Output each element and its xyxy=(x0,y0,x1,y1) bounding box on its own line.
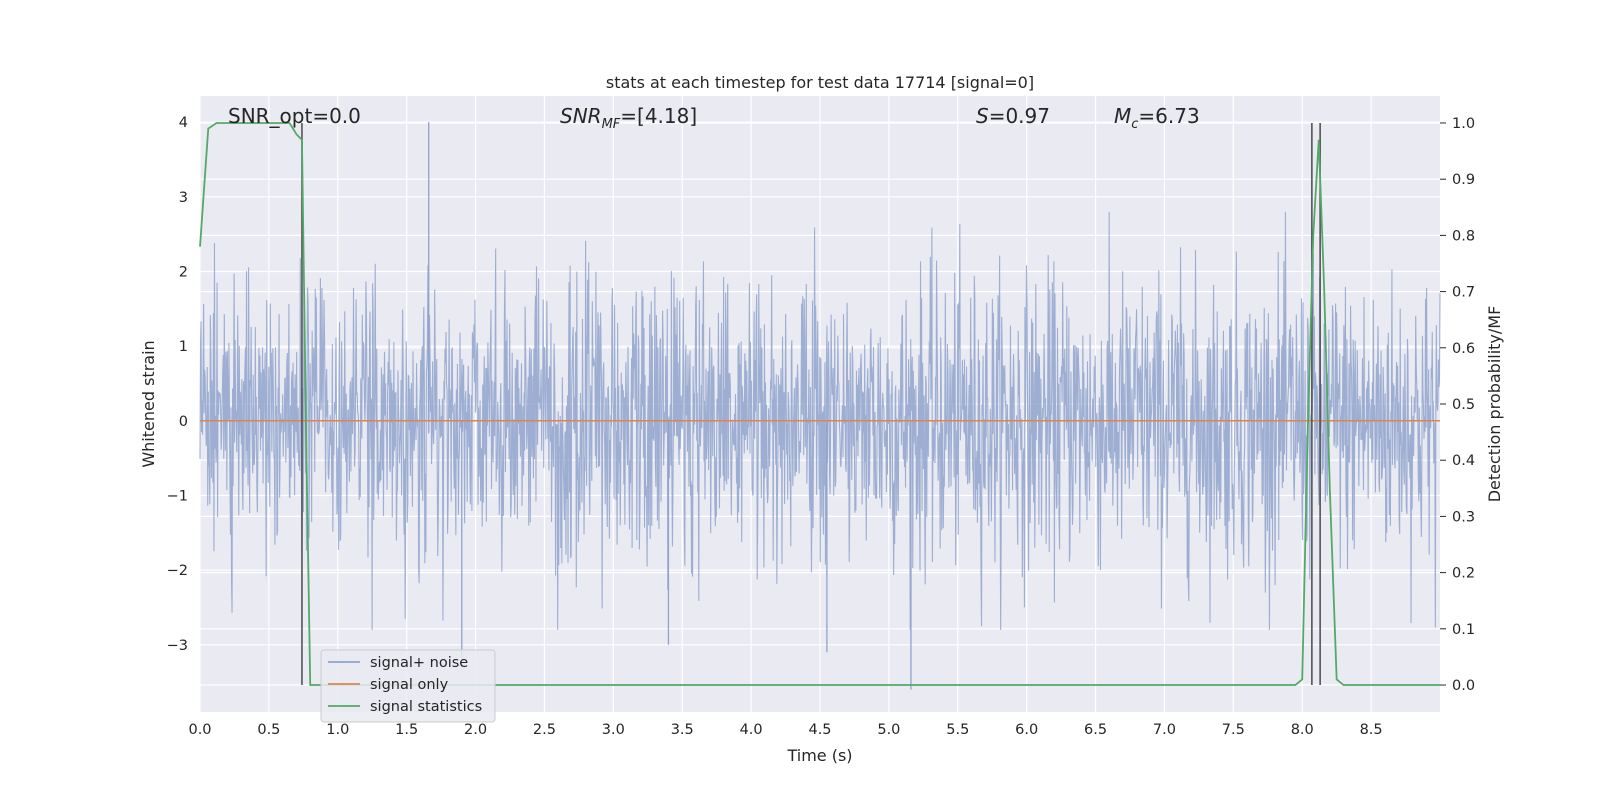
y-tick-label: 4 xyxy=(179,115,188,131)
y2-tick-label: 0.0 xyxy=(1452,678,1475,694)
x-tick-label: 7.0 xyxy=(1153,722,1176,738)
x-tick-label: 2.5 xyxy=(533,722,556,738)
mc-var: M xyxy=(1114,104,1131,128)
legend: signal+ noise signal only signal statist… xyxy=(320,649,496,723)
y2-tick-label: 0.4 xyxy=(1452,453,1475,469)
y-tick-label: 3 xyxy=(179,190,188,206)
chart-title: stats at each timestep for test data 177… xyxy=(606,73,1034,92)
y2-tick-label: 0.5 xyxy=(1452,397,1475,413)
y-tick-label: −1 xyxy=(167,488,188,504)
y-tick-label: −3 xyxy=(167,638,188,654)
y2-tick-labels: 1.0 0.9 0.8 0.7 0.6 0.5 0.4 0.3 0.2 0.1 0.0 xyxy=(1440,116,1475,694)
mc-annotation: Mc=6.73 xyxy=(1114,104,1200,132)
x-tick-label: 4.5 xyxy=(808,722,831,738)
x-tick-label: 0.5 xyxy=(257,722,280,738)
snr-mf-main: SNR xyxy=(560,104,602,128)
x-tick-label: 1.5 xyxy=(395,722,418,738)
s-annotation: S=0.97 xyxy=(976,104,1050,128)
x-tick-label: 5.0 xyxy=(877,722,900,738)
x-tick-label: 2.0 xyxy=(464,722,487,738)
y-tick-label: 1 xyxy=(179,339,188,355)
x-axis-label: Time (s) xyxy=(786,746,852,765)
snr-opt-annotation: SNR_opt=0.0 xyxy=(228,104,361,128)
statistics-line xyxy=(199,122,1440,686)
y2-tick-label: 0.9 xyxy=(1452,172,1475,188)
noise-series xyxy=(199,122,1441,690)
snr-mf-value: =[4.18] xyxy=(620,104,697,128)
y-tick-label: 2 xyxy=(179,264,188,280)
y2-tick-label: 0.8 xyxy=(1452,228,1475,244)
x-tick-label: 3.0 xyxy=(602,722,625,738)
noise-line xyxy=(199,211,1441,630)
x-tick-label: 4.0 xyxy=(740,722,763,738)
s-var: S xyxy=(976,104,989,128)
y2-tick-label: 0.1 xyxy=(1452,622,1475,638)
mc-value: =6.73 xyxy=(1138,104,1199,128)
x-tick-label: 3.5 xyxy=(671,722,694,738)
x-tick-label: 8.0 xyxy=(1291,722,1314,738)
y2-tick-label: 0.6 xyxy=(1452,341,1475,357)
x-tick-label: 8.5 xyxy=(1360,722,1383,738)
legend-label-statistics: signal statistics xyxy=(370,699,482,715)
y2-tick-label: 0.7 xyxy=(1452,285,1475,301)
vertical-markers xyxy=(301,122,1321,686)
x-tick-label: 6.5 xyxy=(1084,722,1107,738)
snr-mf-annotation: SNRMF=[4.18] xyxy=(560,104,697,132)
x-tick-label: 1.0 xyxy=(326,722,349,738)
y-tick-label: −2 xyxy=(167,563,188,579)
y2-axis-label: Detection probability/MF xyxy=(1485,306,1504,503)
x-tick-label: 6.0 xyxy=(1015,722,1038,738)
x-tick-label: 7.5 xyxy=(1222,722,1245,738)
y2-tick-label: 0.2 xyxy=(1452,566,1475,582)
legend-label-signal: signal only xyxy=(370,677,449,693)
y-axis-label: Whitened strain xyxy=(139,340,158,467)
x-tick-label: 0.0 xyxy=(188,722,211,738)
s-value: =0.97 xyxy=(989,104,1050,128)
y-tick-labels: 4 3 2 1 0 −1 −2 −3 xyxy=(167,115,188,654)
snr-mf-sub: MF xyxy=(602,117,621,132)
y2-tick-label: 0.3 xyxy=(1452,509,1475,525)
y-tick-label: 0 xyxy=(179,414,188,430)
legend-box xyxy=(320,649,496,723)
x-tick-labels: 0.0 0.5 1.0 1.5 2.0 2.5 3.0 3.5 4.0 4.5 5.0 5.5 6.0 6… xyxy=(188,722,1382,738)
signal-statistics-series xyxy=(199,122,1440,686)
y2-tick-label: 1.0 xyxy=(1452,116,1475,132)
legend-label-noise: signal+ noise xyxy=(370,655,468,671)
mc-sub: c xyxy=(1131,117,1138,132)
x-tick-label: 5.5 xyxy=(946,722,969,738)
